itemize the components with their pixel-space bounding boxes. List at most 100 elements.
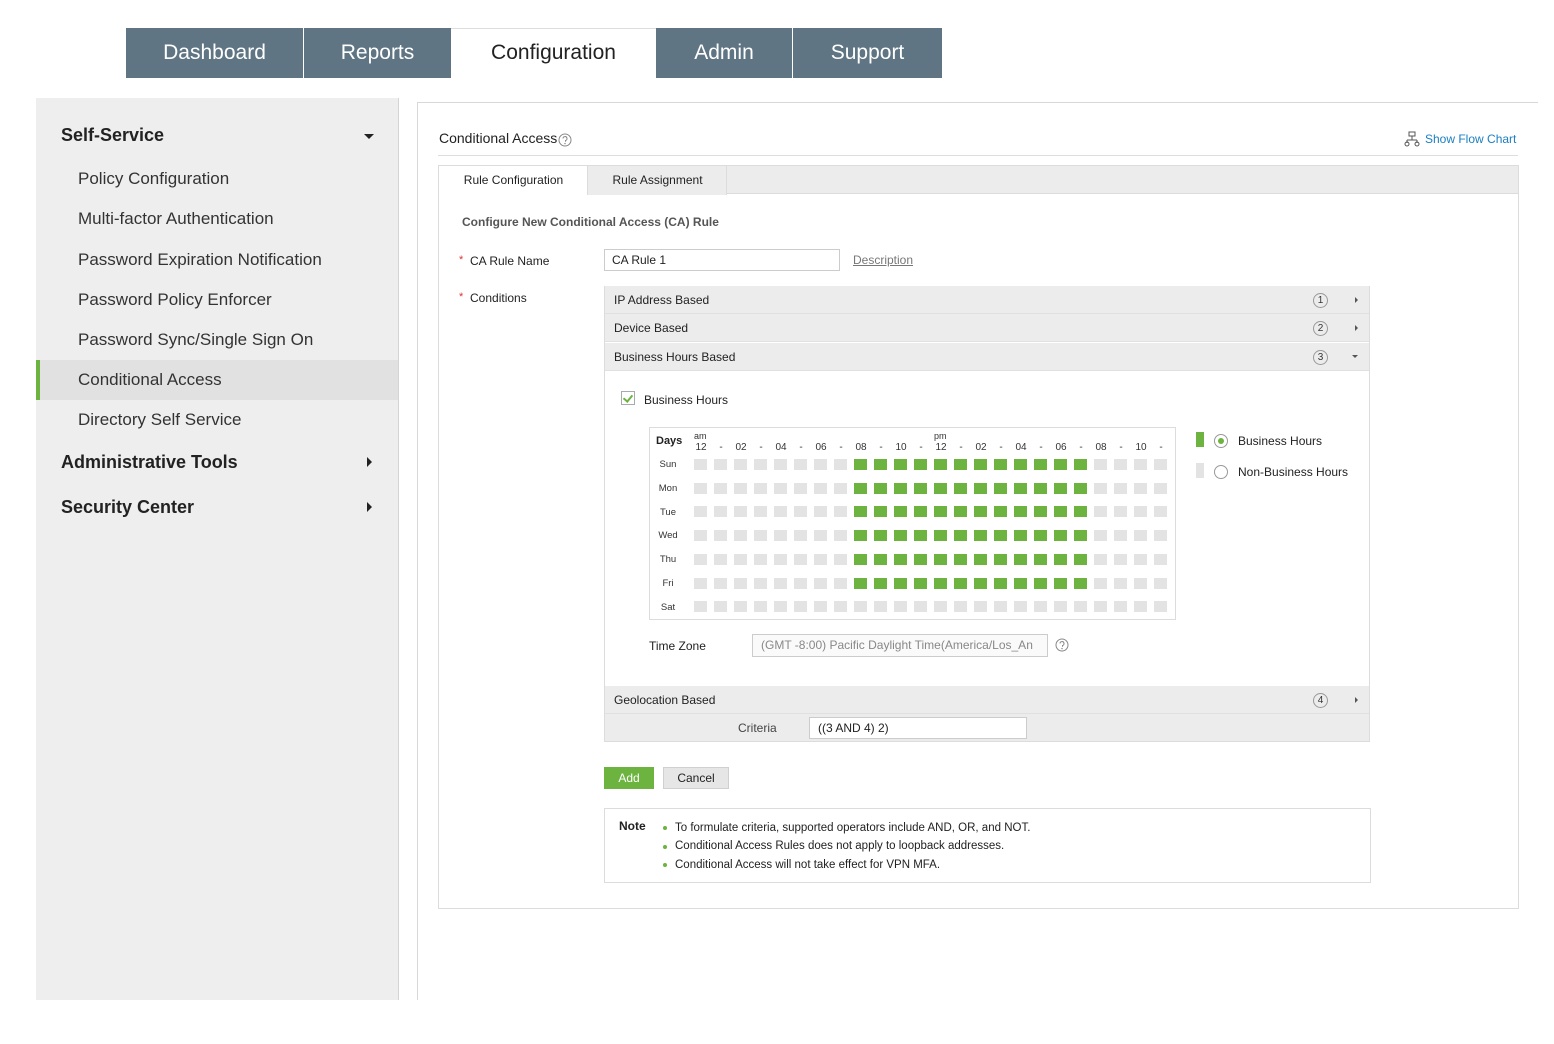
schedule-cell[interactable] — [1054, 577, 1067, 589]
schedule-cell[interactable] — [834, 459, 847, 470]
schedule-cell[interactable] — [794, 577, 807, 589]
schedule-cell[interactable] — [954, 506, 967, 518]
schedule-cell[interactable] — [834, 506, 847, 518]
schedule-cell[interactable] — [754, 459, 767, 470]
schedule-cell[interactable] — [1114, 530, 1127, 542]
schedule-cell[interactable] — [954, 553, 967, 565]
subtab-label[interactable]: Rule Configuration — [463, 172, 564, 187]
schedule-cell[interactable] — [1014, 553, 1027, 565]
schedule-cell[interactable] — [994, 482, 1007, 494]
schedule-cell[interactable] — [994, 459, 1007, 470]
schedule-cell[interactable] — [774, 506, 787, 518]
condition-label[interactable]: Geolocation Based — [614, 692, 716, 707]
nav-tab-label[interactable]: Configuration — [491, 41, 616, 65]
schedule-cell[interactable] — [1014, 530, 1027, 542]
schedule-cell[interactable] — [1114, 482, 1127, 494]
schedule-cell[interactable] — [1134, 530, 1147, 542]
schedule-cell[interactable] — [774, 459, 787, 470]
schedule-cell[interactable] — [694, 530, 707, 542]
schedule-cell[interactable] — [914, 577, 927, 589]
schedule-cell[interactable] — [854, 482, 867, 494]
schedule-cell[interactable] — [1034, 459, 1047, 470]
sidebar-item[interactable]: Directory Self Service — [78, 410, 242, 430]
schedule-cell[interactable] — [1114, 553, 1127, 565]
schedule-cell[interactable] — [1054, 601, 1067, 613]
schedule-cell[interactable] — [734, 530, 747, 542]
schedule-cell[interactable] — [854, 506, 867, 518]
schedule-cell[interactable] — [1134, 482, 1147, 494]
button-label[interactable]: Cancel — [677, 770, 715, 785]
schedule-cell[interactable] — [1154, 482, 1167, 494]
schedule-cell[interactable] — [1154, 553, 1167, 565]
checkbox[interactable] — [621, 391, 635, 405]
schedule-cell[interactable] — [934, 459, 947, 470]
schedule-cell[interactable] — [1094, 601, 1107, 613]
schedule-cell[interactable] — [754, 482, 767, 494]
schedule-cell[interactable] — [774, 601, 787, 613]
schedule-cell[interactable] — [1094, 530, 1107, 542]
schedule-cell[interactable] — [714, 577, 727, 589]
schedule-cell[interactable] — [994, 506, 1007, 518]
schedule-cell[interactable] — [1014, 601, 1027, 613]
schedule-cell[interactable] — [734, 577, 747, 589]
checkbox-label[interactable]: Business Hours — [644, 392, 729, 407]
schedule-cell[interactable] — [894, 553, 907, 565]
condition-label[interactable]: Business Hours Based — [614, 349, 736, 364]
schedule-cell[interactable] — [1074, 577, 1087, 589]
sidebar-item[interactable]: Password Expiration Notification — [78, 249, 322, 269]
schedule-cell[interactable] — [1074, 553, 1087, 565]
schedule-cell[interactable] — [954, 601, 967, 613]
schedule-cell[interactable] — [1074, 530, 1087, 542]
schedule-cell[interactable] — [714, 530, 727, 542]
schedule-cell[interactable] — [894, 530, 907, 542]
schedule-cell[interactable] — [874, 506, 887, 518]
schedule-cell[interactable] — [814, 577, 827, 589]
schedule-cell[interactable] — [914, 459, 927, 470]
schedule-cell[interactable] — [794, 506, 807, 518]
schedule-cell[interactable] — [794, 459, 807, 470]
schedule-cell[interactable] — [914, 506, 927, 518]
schedule-cell[interactable] — [1134, 553, 1147, 565]
schedule-cell[interactable] — [974, 577, 987, 589]
schedule-cell[interactable] — [754, 506, 767, 518]
schedule-cell[interactable] — [894, 506, 907, 518]
schedule-cell[interactable] — [834, 601, 847, 613]
schedule-cell[interactable] — [1114, 601, 1127, 613]
schedule-cell[interactable] — [874, 482, 887, 494]
schedule-cell[interactable] — [1154, 459, 1167, 470]
sidebar-section-title[interactable]: Administrative Tools — [61, 451, 238, 472]
select-input[interactable] — [752, 634, 1048, 657]
description-link[interactable]: Description — [853, 252, 914, 267]
condition-row[interactable] — [605, 686, 1369, 714]
schedule-cell[interactable] — [834, 530, 847, 542]
text-input[interactable] — [604, 249, 840, 271]
schedule-cell[interactable] — [994, 553, 1007, 565]
nav-tab-label[interactable]: Dashboard — [163, 41, 266, 65]
schedule-cell[interactable] — [694, 577, 707, 589]
schedule-cell[interactable] — [974, 506, 987, 518]
schedule-cell[interactable] — [1074, 506, 1087, 518]
nav-tab-label[interactable]: Support — [830, 41, 905, 65]
schedule-cell[interactable] — [954, 482, 967, 494]
nav-tab[interactable] — [126, 28, 303, 78]
schedule-cell[interactable] — [994, 577, 1007, 589]
condition-label[interactable]: Device Based — [614, 320, 689, 335]
schedule-cell[interactable] — [814, 482, 827, 494]
condition-row[interactable] — [605, 286, 1369, 314]
help-icon[interactable] — [558, 133, 572, 147]
schedule-cell[interactable] — [1034, 553, 1047, 565]
schedule-cell[interactable] — [934, 553, 947, 565]
sidebar-section-title[interactable]: Self-Service — [61, 125, 165, 146]
schedule-cell[interactable] — [1014, 577, 1027, 589]
help-icon[interactable] — [1055, 638, 1069, 652]
schedule-cell[interactable] — [994, 601, 1007, 613]
schedule-cell[interactable] — [814, 530, 827, 542]
schedule-cell[interactable] — [1054, 506, 1067, 518]
schedule-cell[interactable] — [694, 601, 707, 613]
schedule-cell[interactable] — [874, 530, 887, 542]
schedule-cell[interactable] — [714, 553, 727, 565]
schedule-cell[interactable] — [814, 601, 827, 613]
schedule-cell[interactable] — [854, 459, 867, 470]
schedule-cell[interactable] — [1154, 530, 1167, 542]
schedule-cell[interactable] — [1054, 459, 1067, 470]
